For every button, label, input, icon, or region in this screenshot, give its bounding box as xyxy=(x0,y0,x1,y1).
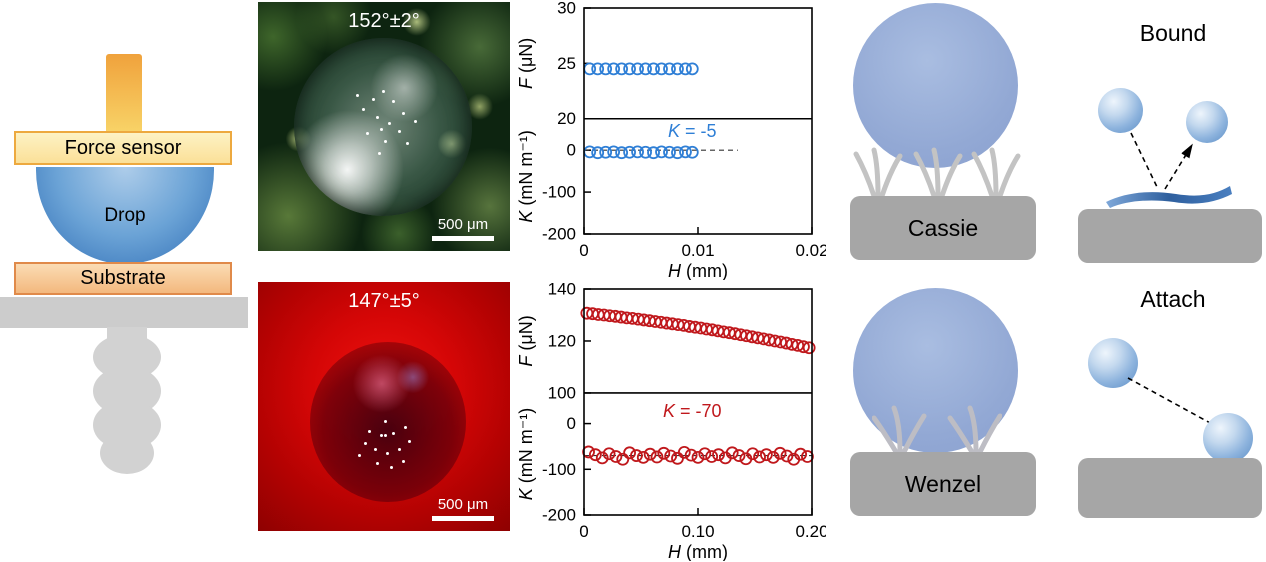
substrate-label: Substrate xyxy=(80,267,166,289)
bound-drop-incoming xyxy=(1098,88,1143,133)
force-sensor-box: Force sensor xyxy=(14,131,232,165)
micrograph-cassie: 152°±2° 500 μm xyxy=(258,2,510,251)
stage-post xyxy=(93,327,161,474)
attach-label: Attach xyxy=(1140,286,1206,312)
cassie-grass xyxy=(853,147,1021,198)
scale-bar-cassie: 500 μm xyxy=(432,216,494,241)
svg-text:-100: -100 xyxy=(542,183,576,202)
svg-text:120: 120 xyxy=(548,331,576,350)
svg-text:0: 0 xyxy=(567,414,576,433)
svg-text:K = -5: K = -5 xyxy=(668,121,717,141)
micrograph-wenzel: 147°±5° 500 μm xyxy=(258,282,510,531)
svg-text:140: 140 xyxy=(548,281,576,299)
cassie-drop-circle xyxy=(853,3,1018,168)
cassie-label: Cassie xyxy=(907,214,979,241)
contact-angle-label-cassie: 152°±2° xyxy=(348,10,420,32)
drop-label: Drop xyxy=(104,204,146,226)
scale-bar-label: 500 μm xyxy=(437,496,489,513)
contact-angle-label-wenzel: 147°±5° xyxy=(348,290,420,312)
svg-text:K = -70: K = -70 xyxy=(663,401,722,421)
svg-text:-200: -200 xyxy=(542,225,576,244)
svg-text:30: 30 xyxy=(557,0,576,18)
droplet-speckles xyxy=(384,434,387,437)
chart-wenzel-force-stiffness: 100 120 140 F (μN) 0 -100 -200 K (mN m⁻¹) K = -7… xyxy=(516,281,826,561)
svg-text:0: 0 xyxy=(567,141,576,160)
attach-substrate xyxy=(1078,458,1262,518)
deformed-liquid-film xyxy=(1106,186,1232,208)
svg-text:0: 0 xyxy=(579,241,588,260)
sensor-rod xyxy=(106,54,142,134)
svg-text:-100: -100 xyxy=(542,460,576,479)
svg-text:100: 100 xyxy=(548,383,576,402)
stage-bar xyxy=(0,297,248,328)
scale-bar-line xyxy=(432,516,494,521)
drop-schematic: Drop xyxy=(36,167,214,264)
bound-substrate xyxy=(1078,209,1262,263)
svg-text:K (mN m⁻¹): K (mN m⁻¹) xyxy=(516,130,536,223)
scale-bar-wenzel: 500 μm xyxy=(432,496,494,521)
bound-label: Bound xyxy=(1139,20,1207,46)
cassie-substrate: Cassie xyxy=(850,196,1036,260)
svg-text:25: 25 xyxy=(557,54,576,73)
scale-bar-label: 500 μm xyxy=(437,216,489,233)
droplet-image-wenzel xyxy=(310,342,466,502)
svg-text:0: 0 xyxy=(579,522,588,541)
wenzel-label: Wenzel xyxy=(904,470,982,497)
wenzel-grass xyxy=(872,405,1002,454)
svg-text:H (mm): H (mm) xyxy=(668,542,728,561)
svg-text:F (μN): F (μN) xyxy=(516,38,536,89)
force-sensor-label: Force sensor xyxy=(64,136,182,159)
attach-drop-resting xyxy=(1203,413,1253,463)
svg-text:0.02: 0.02 xyxy=(795,241,826,260)
svg-text:-200: -200 xyxy=(542,506,576,525)
scale-bar-line xyxy=(432,236,494,241)
svg-text:H (mm): H (mm) xyxy=(668,261,728,280)
svg-text:K (mN m⁻¹): K (mN m⁻¹) xyxy=(516,408,536,501)
droplet-speckles xyxy=(380,128,383,131)
svg-text:F (μN): F (μN) xyxy=(516,315,536,366)
attach-trajectory-line xyxy=(1127,377,1213,425)
svg-text:0.20: 0.20 xyxy=(795,522,826,541)
chart-cassie-force-stiffness: 20 25 30 F (μN) 0 -100 -200 K (mN m⁻¹) K = -5 0 0.… xyxy=(516,0,826,280)
droplet-image-cassie xyxy=(294,38,472,216)
bound-drop-rebound xyxy=(1186,101,1228,143)
wenzel-substrate: Wenzel xyxy=(850,452,1036,516)
svg-text:0.01: 0.01 xyxy=(681,241,714,260)
svg-text:20: 20 xyxy=(557,109,576,128)
substrate-schematic: Substrate xyxy=(14,262,232,295)
svg-text:0.10: 0.10 xyxy=(681,522,714,541)
bounce-trajectory-arrows xyxy=(1130,132,1193,190)
